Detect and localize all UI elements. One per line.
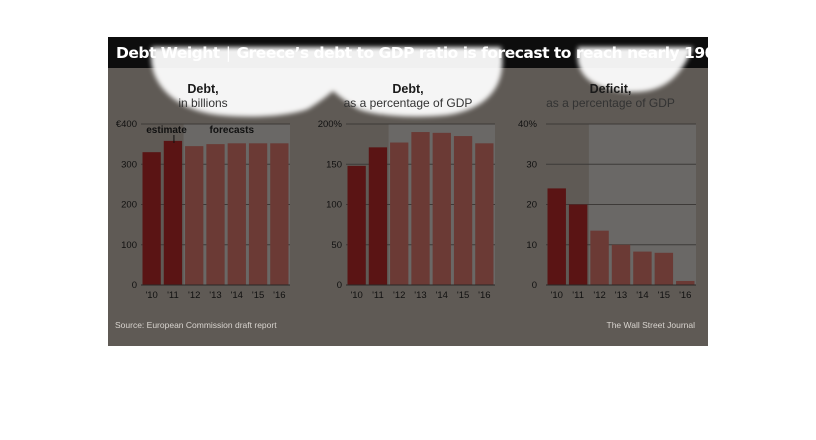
y-tick-label: 40% [518,119,538,130]
x-tick-label: '13 [414,290,426,301]
chart-graphic: Debt Weight | Greece’s debt to GDP ratio… [108,37,708,346]
panel-1-title-text: Debt, [187,82,219,96]
bar [347,165,366,285]
bar [654,252,674,285]
bar [432,132,451,285]
debt-gdp-chart: 0 50 100 150 200% '10 '11 '12 '13 '14 '15 '16 [318,119,495,301]
panel-3-title-text: Deficit, [589,82,632,96]
bar [590,230,609,285]
bar [248,143,268,285]
bar [475,143,494,285]
estimate-label: estimate [146,125,187,136]
x-tick-label: '16 [478,290,490,301]
x-tick-label: '16 [679,290,691,301]
y-tick-label: 10 [526,240,537,251]
deficit-gdp-chart: 0 10 20 30 40% '10 '11 '12 '13 '14 '15 '16 [518,119,696,301]
y-tick-label: 20 [526,200,537,211]
y-tick-label: 150 [326,159,342,170]
y-tick-label: 100 [326,200,342,211]
y-tick-label: 0 [337,280,342,291]
x-tick-label: '13 [209,290,221,301]
credit-note: The Wall Street Journal [606,320,696,330]
y-tick-label: 0 [132,280,137,291]
x-tick-label: '11 [167,290,179,301]
panel-2-title-text: Debt, [392,82,424,96]
bar [453,136,473,285]
panel-3-subtitle: as a percentage of GDP [546,96,675,110]
forecasts-label: forecasts [210,125,255,136]
bar [270,143,289,285]
panel-1-subtitle: in billions [178,96,228,110]
x-tick-label: '10 [551,290,563,301]
x-tick-label: '12 [188,290,200,301]
bar [368,147,388,285]
panel-2-subtitle: as a percentage of GDP [343,96,473,110]
bar [568,204,588,285]
x-tick-label: '16 [273,290,285,301]
bar [163,140,183,285]
x-tick-label: '11 [372,290,384,301]
y-tick-label: 200% [318,119,343,130]
bar [185,146,204,285]
y-tick-label: 300 [121,159,137,170]
bar [206,144,225,285]
source-note: Source: European Commission draft report [115,320,277,330]
x-tick-label: '12 [393,290,405,301]
y-tick-label: 200 [121,200,137,211]
x-tick-label: '10 [350,290,362,301]
bar [547,188,566,285]
header-separator: | [225,43,231,62]
y-tick-label: 30 [526,159,537,170]
bar [142,152,161,285]
x-tick-label: '10 [145,290,157,301]
x-tick-label: '15 [252,290,264,301]
y-tick-label: 0 [532,280,537,291]
bar [611,244,631,285]
bar [411,132,430,285]
title-bar: Debt Weight | Greece’s debt to GDP ratio… [108,37,708,68]
panel-1-title: Debt, in billions [138,82,268,110]
panel-2-title: Debt, as a percentage of GDP [328,82,488,110]
header-label: Debt Weight [116,43,220,62]
bar [633,251,652,285]
y-tick-label: €400 [116,119,137,130]
x-tick-label: '15 [457,290,469,301]
x-tick-label: '12 [593,290,605,301]
x-tick-label: '14 [231,290,243,301]
debt-billions-chart: 0 100 200 300 €400 '10 '11 '12 '13 '14 '15 '16 estim… [116,119,290,301]
bar [390,142,409,285]
x-tick-label: '14 [636,290,648,301]
y-tick-label: 100 [121,240,137,251]
x-tick-label: '15 [658,290,670,301]
header-headline: Greece’s debt to GDP ratio is forecast t… [236,43,708,62]
y-tick-label: 50 [331,240,342,251]
x-tick-label: '13 [615,290,627,301]
panel-3-title: Deficit, as a percentage of GDP [528,82,693,110]
bar [227,143,246,285]
bar [676,280,695,285]
x-tick-label: '11 [572,290,584,301]
x-tick-label: '14 [436,290,448,301]
